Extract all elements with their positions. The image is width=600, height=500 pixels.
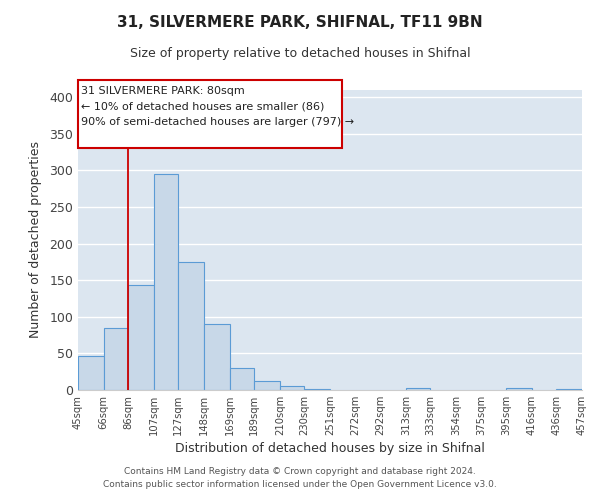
- Bar: [506, 388, 532, 390]
- Text: 31 SILVERMERE PARK: 80sqm
← 10% of detached houses are smaller (86)
90% of semi-: 31 SILVERMERE PARK: 80sqm ← 10% of detac…: [81, 86, 354, 127]
- Bar: [556, 388, 582, 390]
- Bar: [104, 328, 128, 390]
- Bar: [128, 286, 154, 390]
- X-axis label: Distribution of detached houses by size in Shifnal: Distribution of detached houses by size …: [175, 442, 485, 455]
- Bar: [230, 368, 254, 390]
- Bar: [406, 388, 430, 390]
- Bar: [178, 262, 204, 390]
- Bar: [78, 356, 104, 390]
- Text: 31, SILVERMERE PARK, SHIFNAL, TF11 9BN: 31, SILVERMERE PARK, SHIFNAL, TF11 9BN: [117, 15, 483, 30]
- Bar: [154, 174, 178, 390]
- Text: Contains HM Land Registry data © Crown copyright and database right 2024.: Contains HM Land Registry data © Crown c…: [124, 467, 476, 476]
- Text: Contains public sector information licensed under the Open Government Licence v3: Contains public sector information licen…: [103, 480, 497, 489]
- Y-axis label: Number of detached properties: Number of detached properties: [29, 142, 43, 338]
- Text: Size of property relative to detached houses in Shifnal: Size of property relative to detached ho…: [130, 48, 470, 60]
- Bar: [304, 388, 330, 390]
- Bar: [280, 386, 304, 390]
- Bar: [254, 381, 280, 390]
- Bar: [204, 324, 230, 390]
